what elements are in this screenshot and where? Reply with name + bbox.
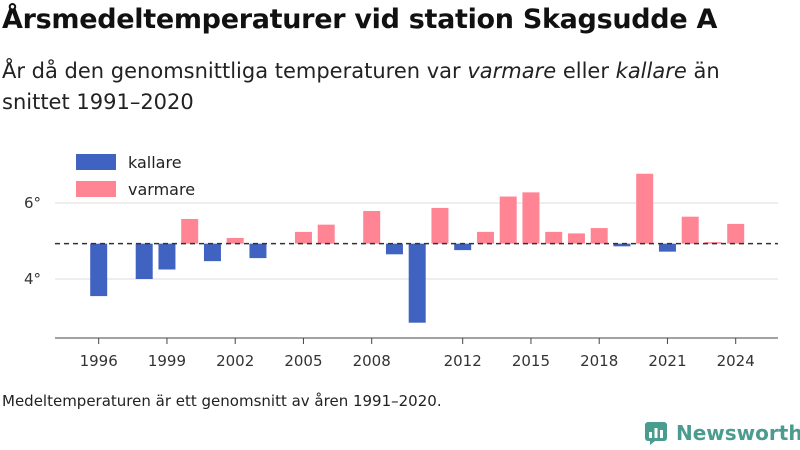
- bar-2010: [408, 243, 426, 323]
- x-tick-label: 2018: [580, 352, 618, 370]
- bars: [90, 173, 745, 323]
- bar-2023: [704, 242, 722, 244]
- x-tick-label: 2012: [444, 352, 482, 370]
- legend-label-varmare: varmare: [128, 180, 195, 199]
- bar-2016: [545, 231, 563, 244]
- bar-2013: [476, 231, 494, 244]
- bar-2002: [226, 237, 244, 244]
- legend: kallare varmare: [76, 153, 195, 199]
- legend-swatch-kallare: [76, 154, 116, 170]
- temperature-bar-chart: 1996 1999 2002 2005 2008 2012 2015 2018 2021 2024…: [24, 153, 778, 370]
- chart-subtitle: År då den genomsnittliga temperaturen va…: [2, 56, 792, 118]
- bar-2018: [590, 228, 608, 244]
- bar-2011: [431, 207, 449, 244]
- bar-2012: [454, 243, 472, 251]
- y-axis-ticks: 4° 6°: [24, 194, 41, 288]
- subtitle-warmer: varmare: [467, 59, 557, 83]
- x-tick-label: 2005: [284, 352, 322, 370]
- x-tick-label: 2015: [512, 352, 550, 370]
- subtitle-text-2: eller: [556, 59, 616, 83]
- x-tick-label: 2021: [648, 352, 686, 370]
- bar-2001: [203, 243, 221, 262]
- bar-2014: [499, 196, 517, 244]
- bar-2005: [294, 231, 312, 244]
- footnote: Medeltemperaturen är ett genomsnitt av å…: [2, 392, 442, 410]
- bar-2008: [363, 210, 381, 244]
- bar-2017: [567, 233, 585, 244]
- bar-2003: [249, 243, 267, 259]
- legend-swatch-varmare: [76, 181, 116, 197]
- bar-2009: [385, 243, 403, 255]
- subtitle-colder: kallare: [615, 59, 687, 83]
- newsworthy-logo-icon: [645, 422, 667, 445]
- chart-title: Årsmedeltemperaturer vid station Skagsud…: [2, 4, 718, 35]
- x-tick-label: 1996: [80, 352, 118, 370]
- subtitle-text-3: än snittet 1991–2020: [2, 59, 720, 114]
- bar-2019: [613, 243, 631, 247]
- bar-2015: [522, 192, 540, 244]
- bar-1999: [158, 243, 176, 270]
- y-tick-label: 4°: [24, 270, 41, 288]
- x-axis-ticks: 1996 1999 2002 2005 2008 2012 2015 2018 2021 2024: [80, 338, 755, 370]
- newsworthy-logo-text: Newsworthy: [676, 421, 800, 445]
- bar-1998: [135, 243, 153, 279]
- bar-2000: [181, 218, 199, 244]
- newsworthy-logo[interactable]: Newsworthy: [644, 421, 800, 445]
- bar-2022: [681, 216, 699, 244]
- x-tick-label: 2008: [353, 352, 391, 370]
- y-tick-label: 6°: [24, 194, 41, 212]
- x-tick-label: 1999: [148, 352, 186, 370]
- legend-label-kallare: kallare: [128, 153, 182, 172]
- bar-1996: [90, 243, 108, 297]
- bar-2020: [636, 173, 654, 244]
- bar-2006: [317, 224, 335, 244]
- bar-2024: [727, 223, 745, 244]
- x-tick-label: 2024: [717, 352, 755, 370]
- bar-2021: [658, 243, 676, 252]
- x-tick-label: 2002: [216, 352, 254, 370]
- subtitle-text-1: År då den genomsnittliga temperaturen va…: [2, 59, 468, 83]
